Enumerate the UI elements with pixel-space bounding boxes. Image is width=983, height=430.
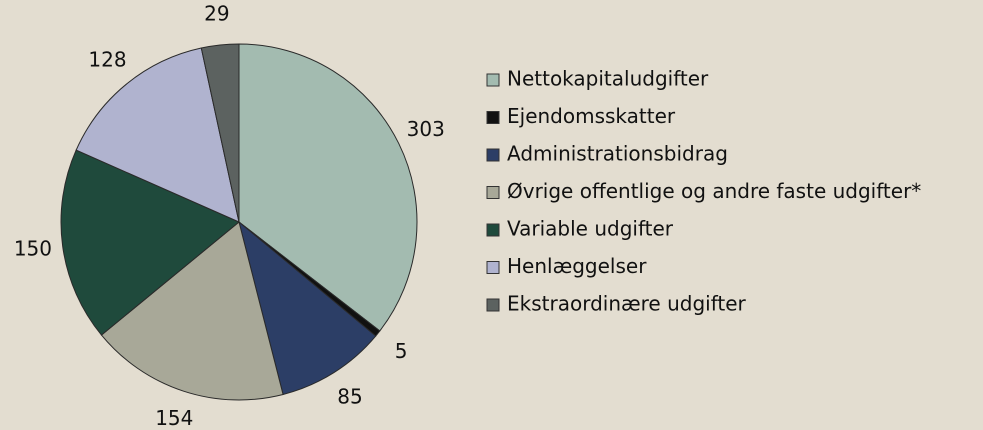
legend-label: Variable udgifter <box>507 217 674 241</box>
legend-label: Nettokapitaludgifter <box>507 67 709 91</box>
legend-label: Ekstraordinære udgifter <box>507 292 747 316</box>
data-label: 85 <box>337 384 362 408</box>
pie-slice <box>75 47 240 223</box>
legend-swatch <box>486 186 500 199</box>
legend-swatch <box>486 73 500 87</box>
legend-swatch <box>486 223 500 237</box>
legend-label: Ejendomsskatter <box>507 104 676 128</box>
data-label: 29 <box>204 2 229 26</box>
legend-label: Administrationsbidrag <box>507 142 728 166</box>
legend-label: Henlæggelser <box>507 254 647 278</box>
data-label: 154 <box>155 406 193 430</box>
data-label: 150 <box>14 237 52 261</box>
pie-slice <box>238 220 377 396</box>
legend-label: Øvrige offentlige og andre faste udgifte… <box>507 179 921 203</box>
pie-slice <box>100 221 284 401</box>
legend-swatch <box>486 298 500 312</box>
legend-swatch <box>486 148 500 162</box>
data-label: 128 <box>88 47 126 71</box>
legend-swatch <box>486 261 500 274</box>
data-label: 5 <box>395 339 408 363</box>
data-label: 303 <box>407 117 445 141</box>
pie-slice <box>200 43 240 223</box>
pie-slice <box>60 149 240 336</box>
legend-swatch <box>486 111 500 124</box>
pie-slice <box>238 43 418 332</box>
